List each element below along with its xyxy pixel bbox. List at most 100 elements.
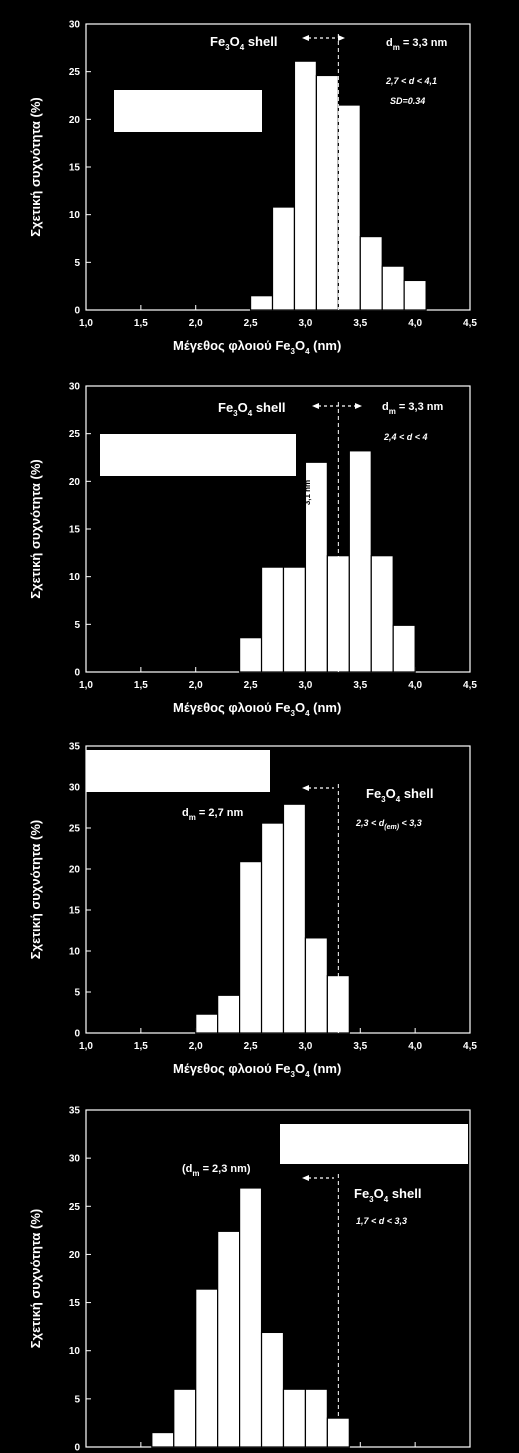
- arrow-head-left: [312, 403, 319, 409]
- y-tick-label: 0: [74, 1029, 80, 1040]
- x-tick-label: 4,5: [463, 318, 477, 329]
- x-tick-label: 2,5: [244, 1041, 258, 1052]
- bar: [239, 861, 263, 1034]
- y-tick-label: 10: [69, 210, 81, 221]
- x-tick-label: 2,0: [189, 318, 203, 329]
- bar: [293, 60, 318, 311]
- y-tick-label: 15: [69, 1298, 81, 1309]
- y-tick-label: 10: [69, 1346, 81, 1357]
- x-tick-label: 3,5: [353, 680, 367, 691]
- bar: [239, 637, 263, 673]
- y-tick-label: 30: [69, 783, 81, 794]
- range-label: 1,7 < d < 3,3: [356, 1216, 407, 1226]
- x-tick-label: 4,0: [408, 1041, 422, 1052]
- bar: [282, 1388, 307, 1448]
- x-tick-label: 1,0: [79, 680, 93, 691]
- bar: [260, 822, 285, 1034]
- y-tick-label: 10: [69, 572, 81, 583]
- y-tick-label: 5: [74, 988, 80, 999]
- bar: [348, 450, 372, 673]
- bar: [403, 279, 427, 311]
- bar: [304, 1388, 328, 1448]
- bar: [359, 235, 383, 311]
- y-tick-label: 20: [69, 115, 81, 126]
- x-tick-label: 3,5: [353, 318, 367, 329]
- x-tick-label: 1,0: [79, 318, 93, 329]
- legend-label: Fe3O4 shell: [218, 400, 285, 418]
- mean-size-label: (dm = 2,3 nm): [182, 1163, 251, 1178]
- x-axis-title: Μέγεθος φλοιού Fe3O4 (nm): [173, 700, 341, 718]
- mean-size-label: dm = 3,3 nm: [382, 401, 443, 416]
- y-tick-label: 25: [69, 429, 81, 440]
- bar: [304, 937, 328, 1034]
- bar: [337, 104, 361, 311]
- x-tick-label: 4,5: [463, 1041, 477, 1052]
- y-tick-label: 15: [69, 525, 81, 536]
- x-tick-label: 3,0: [298, 318, 312, 329]
- y-tick-label: 0: [74, 306, 80, 317]
- y-tick-label: 25: [69, 1202, 81, 1213]
- x-tick-label: 1,5: [134, 1041, 148, 1052]
- bar: [315, 74, 339, 311]
- bar: [370, 555, 394, 673]
- x-tick-label: 3,0: [298, 1041, 312, 1052]
- x-tick-label: 2,5: [244, 680, 258, 691]
- bar: [239, 1187, 263, 1448]
- bar: [392, 624, 416, 673]
- redacted-box: [100, 434, 296, 476]
- chart-panel-2: 0 5 10 15 20 25 30 1,0 1,5 2,0 2,5 3,0 3,5 4,0 4,5 Fe3O…: [28, 382, 477, 719]
- arrow-head-left: [302, 1175, 309, 1181]
- redacted-box: [114, 90, 262, 132]
- y-tick-label: 25: [69, 824, 81, 835]
- y-tick-label: 35: [69, 1106, 81, 1117]
- x-tick-label: 2,0: [189, 680, 203, 691]
- y-tick-label: 15: [69, 163, 81, 174]
- x-tick-label: 1,0: [79, 1041, 93, 1052]
- x-tick-label: 4,0: [408, 318, 422, 329]
- y-tick-label: 0: [74, 1443, 80, 1453]
- bar-value-label: 3,1 nm: [303, 480, 312, 505]
- x-tick-label: 1,5: [134, 318, 148, 329]
- bar: [260, 1331, 285, 1448]
- bar: [282, 803, 307, 1034]
- arrow-head-right: [338, 35, 345, 41]
- y-tick-label: 30: [69, 382, 81, 393]
- y-tick-label: 25: [69, 67, 81, 78]
- y-tick-label: 0: [74, 668, 80, 679]
- bar: [151, 1431, 175, 1448]
- bar: [260, 566, 285, 673]
- x-tick-label: 4,5: [463, 680, 477, 691]
- redacted-box: [86, 750, 270, 792]
- x-tick-label: 3,5: [353, 1041, 367, 1052]
- y-axis-title: Σχετική συχνότητα (%): [28, 97, 43, 236]
- arrow-head-left: [302, 785, 309, 791]
- range-label: 2,3 < d(em) < 3,3: [355, 818, 422, 831]
- y-tick-label: 35: [69, 742, 81, 753]
- bar: [173, 1388, 197, 1448]
- bar: [249, 295, 274, 311]
- y-tick-label: 15: [69, 906, 81, 917]
- y-tick-label: 20: [69, 865, 81, 876]
- x-tick-label: 1,5: [134, 680, 148, 691]
- y-tick-label: 20: [69, 1250, 81, 1261]
- legend-label: Fe3O4 shell: [210, 34, 277, 52]
- y-tick-label: 30: [69, 1154, 81, 1165]
- bar: [271, 206, 296, 311]
- y-tick-label: 5: [74, 258, 80, 269]
- redacted-box: [280, 1124, 468, 1164]
- bar: [282, 566, 307, 673]
- arrow-head-right: [355, 403, 362, 409]
- bar: [381, 265, 405, 311]
- legend-label: Fe3O4 shell: [354, 1186, 421, 1204]
- x-axis-title: Μέγεθος φλοιού Fe3O4 (nm): [173, 338, 341, 356]
- y-tick-label: 10: [69, 947, 81, 958]
- y-tick-label: 5: [74, 1394, 80, 1405]
- bar: [217, 994, 241, 1034]
- chart-panel-3: 0 5 10 15 20 25 30 35 1,0 1,5 2,0 2,5 3,0 3,5 4,0 4,5 Fe…: [28, 742, 477, 1080]
- sd-label: SD=0.34: [390, 96, 425, 106]
- x-tick-label: 2,5: [244, 318, 258, 329]
- bar-value-label: 3,6 nm: [340, 442, 349, 467]
- bar: [195, 1288, 219, 1448]
- y-axis-title: Σχετική συχνότητα (%): [28, 1209, 43, 1348]
